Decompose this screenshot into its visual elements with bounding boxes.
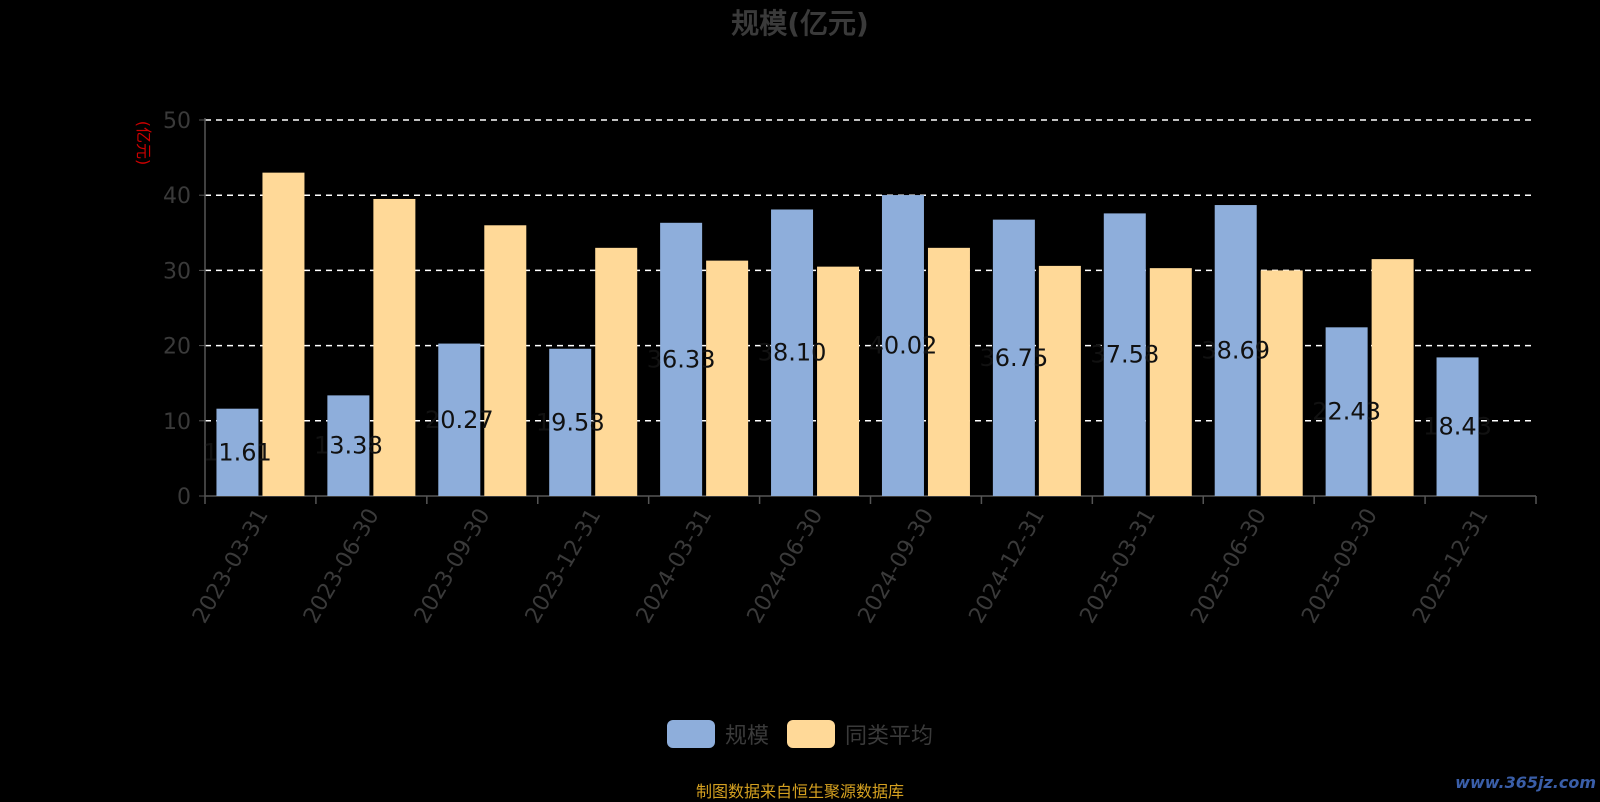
bar-labels: 11.61 13.38 20.27 19.58 36.33 38.10 40.02 36.75… (203, 332, 1492, 467)
bar-scale (216, 408, 259, 496)
bar-data-label: 38.10 (758, 339, 827, 367)
bar-scale (1325, 327, 1368, 496)
x-tick-label: 2023-03-31 (188, 505, 274, 628)
grid-lines (205, 119, 1536, 422)
y-tick-label: 40 (163, 184, 191, 209)
bar-scale (771, 209, 814, 496)
bar-chart: 0 10 20 30 40 50 2023-03-31 2023-06-30 2023-09-3… (134, 109, 1537, 628)
bar-scale (438, 343, 481, 496)
bar-peer-avg (706, 260, 749, 496)
legend-label-scale: 规模 (724, 724, 769, 749)
bar-peer-avg (262, 172, 305, 496)
x-tick-label: 2025-06-30 (1186, 505, 1272, 628)
bar-data-label: 22.43 (1312, 398, 1381, 426)
bar-scale (549, 348, 592, 496)
bar-peer-avg (595, 247, 638, 496)
bar-peer-avg (484, 225, 527, 496)
bar-peer-avg (1149, 268, 1192, 496)
bar-data-label: 40.02 (869, 332, 938, 360)
bar-peer-avg (1260, 270, 1303, 496)
legend: 规模 同类平均 (0, 718, 1600, 750)
x-tick-label: 2025-09-30 (1297, 505, 1383, 628)
bar-peer-avg (1371, 259, 1414, 496)
bar-data-label: 37.58 (1090, 341, 1159, 369)
bar-data-label: 19.58 (536, 408, 605, 436)
source-note: 制图数据来自恒生聚源数据库 (695, 782, 904, 801)
bar-scale (327, 395, 370, 496)
bar-scale (660, 222, 703, 496)
y-tick-label: 50 (163, 109, 191, 134)
x-tick-label: 2024-06-30 (743, 505, 829, 628)
y-tick-label: 30 (163, 259, 191, 284)
x-tick-label: 2025-03-31 (1075, 505, 1161, 628)
x-tick-label: 2024-12-31 (964, 505, 1050, 628)
bar-data-label: 20.27 (425, 406, 494, 434)
bar-data-label: 13.38 (314, 432, 383, 460)
x-tick-label: 2023-06-30 (299, 505, 385, 628)
bar-scale (1103, 213, 1146, 496)
bar-data-label: 18.43 (1423, 413, 1492, 441)
y-tick-label: 20 (163, 335, 191, 360)
bar-peer-avg (927, 247, 970, 496)
legend-label-peer-avg: 同类平均 (845, 724, 934, 749)
x-tick-label: 2023-12-31 (521, 505, 607, 628)
x-tick-label: 2023-09-30 (410, 505, 496, 628)
bar-data-label: 36.75 (980, 344, 1049, 372)
bar-data-label: 36.33 (647, 345, 716, 373)
bar-peer-avg (373, 198, 416, 496)
legend-item-scale[interactable]: 规模 (666, 718, 769, 750)
bar-peer-avg (1038, 265, 1081, 496)
watermark: www.365jz.com (1455, 773, 1596, 792)
chart-title: 规模(亿元) (731, 7, 869, 40)
x-tick-label: 2024-03-31 (632, 505, 718, 628)
bar-data-label: 38.69 (1201, 337, 1270, 365)
bar-scale (1214, 205, 1257, 496)
bars (216, 172, 1479, 496)
y-tick-label: 10 (163, 410, 191, 435)
y-tick-label: 0 (177, 485, 191, 510)
bar-scale (881, 195, 924, 496)
bar-peer-avg (817, 266, 860, 496)
x-tick-label: 2025-12-31 (1408, 505, 1494, 628)
legend-item-peer-avg[interactable]: 同类平均 (787, 718, 933, 750)
bar-scale (992, 219, 1035, 496)
bar-data-label: 11.61 (203, 438, 272, 466)
legend-swatch-peer-avg (787, 720, 835, 748)
x-tick-label: 2024-09-30 (854, 505, 940, 628)
legend-swatch-scale (666, 720, 715, 748)
y-axis-unit-label: (亿元) (134, 121, 153, 166)
bar-scale (1436, 357, 1479, 496)
